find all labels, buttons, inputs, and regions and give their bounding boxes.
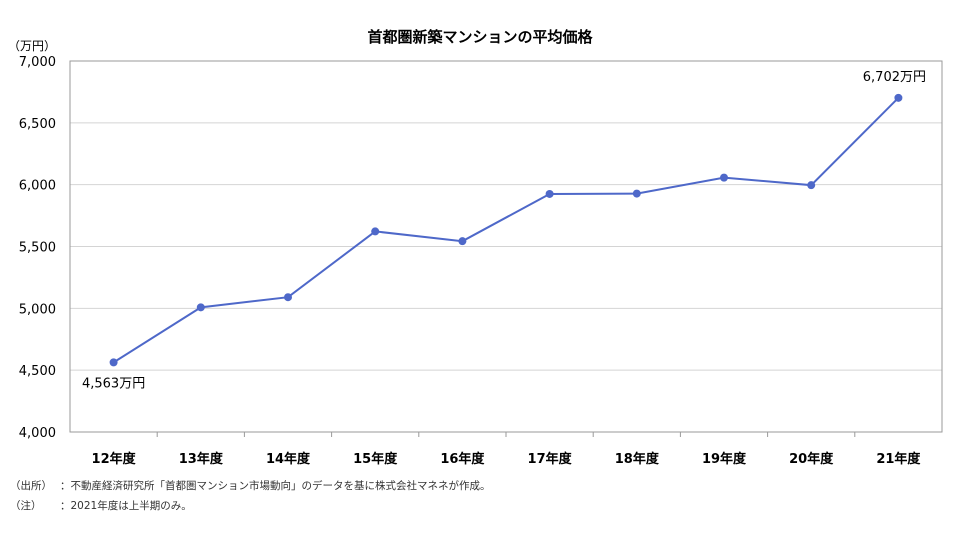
data-point <box>196 303 205 312</box>
data-points <box>109 93 903 367</box>
y-tick-label: 4,500 <box>19 364 56 379</box>
source-note-key: （出所） <box>10 480 52 492</box>
y-tick-label: 4,000 <box>19 426 56 441</box>
x-tick-label: 19年度 <box>702 451 747 467</box>
chart-title: 首都圏新築マンションの平均価格 <box>367 28 593 46</box>
grid-lines <box>69 60 943 433</box>
y-axis-unit: （万円） <box>8 39 56 53</box>
data-point <box>720 173 728 182</box>
x-tick-label: 17年度 <box>528 451 573 467</box>
y-axis-ticks: 4,000 4,500 5,000 5,500 6,000 6,500 7,000 <box>19 55 56 441</box>
data-point <box>371 227 380 236</box>
x-tick-label: 16年度 <box>440 451 485 467</box>
source-note: （出所） ：不動産経済研究所「首都圏マンション市場動向」のデータを基に株式会社マネ… <box>10 478 491 493</box>
data-point <box>632 189 641 198</box>
period-note-key: （注） <box>10 500 42 512</box>
line-chart: 首都圏新築マンションの平均価格 （万円） 4,000 4,500 5,000 5,50… <box>8 28 943 467</box>
x-axis-ticks: 12年度 13年度 14年度 15年度 16年度 17年度 18年度 19年度 20年度 21年度 <box>92 432 921 467</box>
y-tick-label: 5,000 <box>19 302 56 317</box>
x-tick-label: 20年度 <box>789 451 834 467</box>
data-point <box>284 293 292 302</box>
series-line <box>113 97 900 364</box>
y-tick-label: 5,500 <box>19 241 56 256</box>
y-tick-label: 6,500 <box>19 117 56 132</box>
x-tick-label: 15年度 <box>353 451 398 467</box>
data-point <box>545 189 554 198</box>
y-tick-label: 7,000 <box>19 55 56 70</box>
x-tick-label: 18年度 <box>615 451 660 467</box>
x-tick-label: 13年度 <box>179 451 224 467</box>
data-label: 4,563万円 <box>82 376 145 391</box>
y-tick-label: 6,000 <box>19 179 56 194</box>
data-labels: 4,563万円 6,702万円 <box>82 70 926 392</box>
data-point <box>458 237 467 246</box>
data-point <box>109 358 118 367</box>
period-note: （注） ：2021年度は上半期のみ。 <box>10 498 192 513</box>
period-note-text: ：2021年度は上半期のみ。 <box>60 500 192 512</box>
source-note-text: ：不動産経済研究所「首都圏マンション市場動向」のデータを基に株式会社マネネが作成… <box>60 480 491 492</box>
x-tick-label: 14年度 <box>266 451 311 467</box>
data-label: 6,702万円 <box>863 70 926 85</box>
data-point <box>807 181 816 190</box>
x-tick-label: 12年度 <box>92 451 137 467</box>
data-point <box>894 93 903 102</box>
x-tick-label: 21年度 <box>876 451 921 467</box>
